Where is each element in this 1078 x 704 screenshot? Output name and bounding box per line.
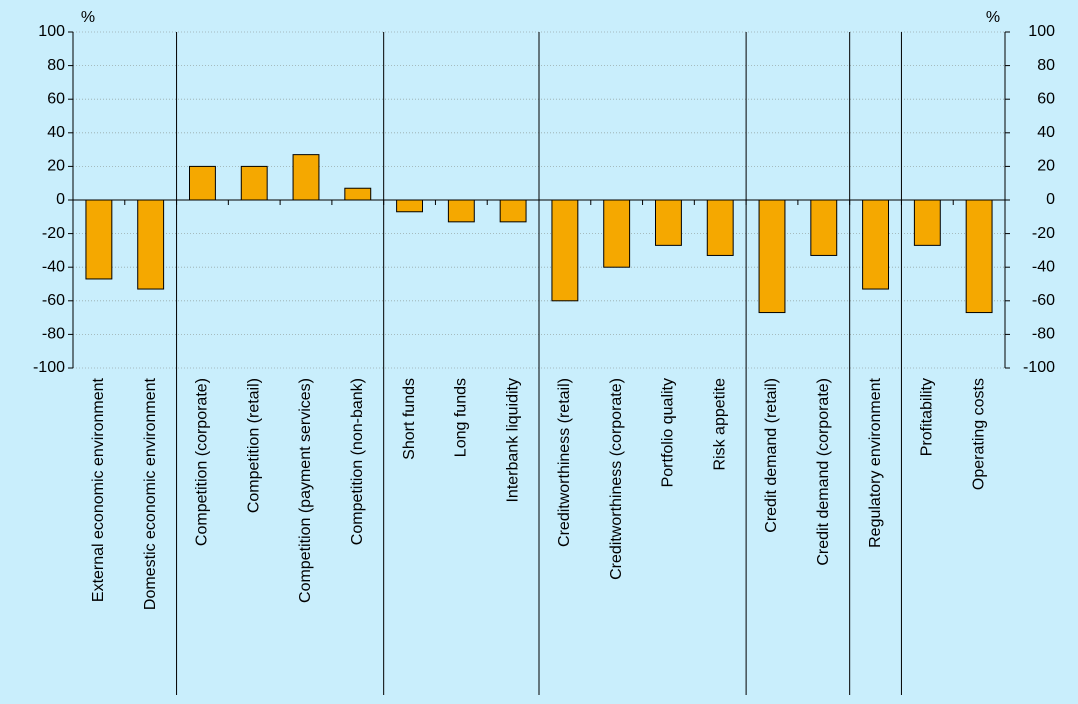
x-tick-label: Credit demand (corporate)	[815, 378, 832, 566]
bar	[862, 199, 889, 290]
y-tick-label: -40	[42, 258, 65, 275]
y2-tick-label: -40	[1032, 258, 1055, 275]
bar	[913, 199, 941, 246]
x-tick-label: Short funds	[401, 378, 418, 460]
bar	[499, 199, 527, 223]
y-tick-label: 60	[47, 90, 65, 107]
x-tick-label: Competition (payment services)	[297, 378, 314, 603]
y-tick-label: -60	[42, 292, 65, 309]
y2-tick-label: 40	[1037, 124, 1055, 141]
x-tick-label: Competition (retail)	[245, 378, 262, 513]
y-tick-label: 40	[47, 124, 65, 141]
bar	[603, 199, 631, 268]
y2-tick-label: 0	[1046, 191, 1055, 208]
y-tick-label: -20	[42, 225, 65, 242]
x-tick-label: Creditworthiness (corporate)	[608, 378, 625, 580]
y2-tick-label: 20	[1037, 158, 1055, 175]
y-tick-label: -100	[33, 359, 65, 376]
x-tick-label: Competition (non-bank)	[349, 378, 366, 545]
y2-tick-label: -60	[1032, 292, 1055, 309]
y2-tick-label: -80	[1032, 326, 1055, 343]
bar	[85, 199, 113, 280]
bar	[137, 199, 165, 290]
x-tick-label: Portfolio quality	[660, 378, 677, 487]
bar	[240, 165, 268, 201]
x-tick-label: Creditworthiness (retail)	[556, 378, 573, 547]
y2-tick-label: 100	[1028, 23, 1055, 40]
y-tick-label: 0	[56, 191, 65, 208]
bar	[965, 199, 993, 314]
bar	[396, 199, 424, 213]
x-tick-label: Long funds	[453, 378, 470, 457]
y2-tick-label: 80	[1037, 57, 1055, 74]
x-tick-label: Risk appetite	[711, 378, 728, 471]
bar	[706, 199, 734, 256]
y2-axis-unit: %	[986, 9, 1000, 26]
bar	[551, 199, 579, 302]
bar	[447, 199, 475, 223]
bar	[758, 199, 786, 314]
y-tick-label: -80	[42, 326, 65, 343]
x-tick-label: Regulatory environment	[867, 377, 884, 547]
y-axis-unit: %	[81, 9, 95, 26]
x-tick-label: External economic environment	[90, 377, 107, 602]
bar	[810, 199, 838, 256]
bar	[189, 165, 216, 201]
y-tick-label: 80	[47, 57, 65, 74]
x-tick-label: Competition (corporate)	[194, 378, 211, 546]
x-tick-label: Domestic economic environment	[142, 377, 159, 610]
y-tick-label: 100	[38, 23, 65, 40]
x-tick-label: Interbank liquidity	[504, 378, 521, 503]
y2-tick-label: 60	[1037, 90, 1055, 107]
y2-tick-label: -100	[1023, 359, 1055, 376]
y2-tick-label: -20	[1032, 225, 1055, 242]
y-tick-label: 20	[47, 158, 65, 175]
x-tick-label: Credit demand (retail)	[763, 378, 780, 533]
x-tick-label: Operating costs	[970, 378, 987, 490]
bar	[344, 187, 372, 201]
bar	[292, 154, 320, 201]
x-tick-label: Profitability	[919, 378, 936, 456]
bar	[655, 199, 682, 246]
